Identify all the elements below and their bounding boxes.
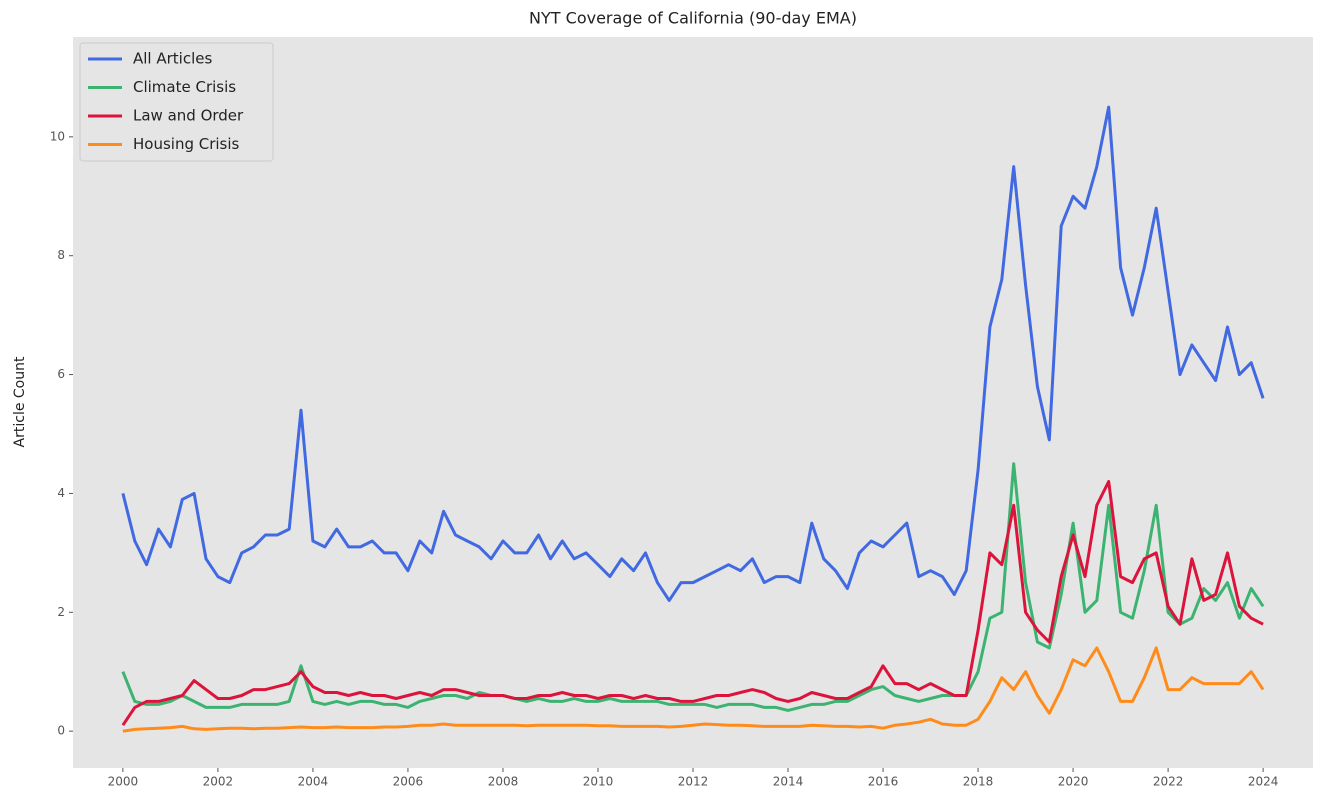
y-tick-label: 10 [50, 129, 65, 143]
legend-label: Housing Crisis [133, 135, 240, 153]
series-line [121, 462, 1265, 712]
x-tick-label: 2006 [393, 775, 424, 789]
y-tick-label: 6 [57, 367, 65, 381]
x-tick-label: 2010 [583, 775, 614, 789]
plot-area [73, 37, 1313, 768]
y-axis-label: Article Count [12, 356, 28, 447]
x-tick-label: 2012 [678, 775, 709, 789]
series-line [121, 480, 1264, 727]
x-tick-label: 2024 [1248, 775, 1279, 789]
y-tick-label: 0 [57, 724, 65, 738]
x-tick-label: 2014 [773, 775, 804, 789]
y-tick-label: 8 [57, 248, 65, 262]
series-line [122, 646, 1265, 733]
x-tick-label: 2016 [868, 775, 899, 789]
x-tick-label: 2022 [1153, 775, 1184, 789]
series-line [121, 105, 1265, 602]
x-tick-label: 2002 [203, 775, 234, 789]
x-tick-label: 2020 [1058, 775, 1089, 789]
legend-label: Climate Crisis [133, 78, 236, 96]
x-tick-label: 2008 [488, 775, 519, 789]
legend-label: All Articles [133, 50, 212, 68]
y-tick-label: 2 [57, 605, 65, 619]
chart-title: NYT Coverage of California (90-day EMA) [529, 9, 857, 28]
legend-label: Law and Order [133, 107, 244, 125]
x-tick-label: 2004 [298, 775, 329, 789]
legend-box [79, 42, 274, 162]
y-tick-label: 4 [57, 486, 65, 500]
x-tick-label: 2018 [963, 775, 994, 789]
x-tick-label: 2000 [108, 775, 139, 789]
